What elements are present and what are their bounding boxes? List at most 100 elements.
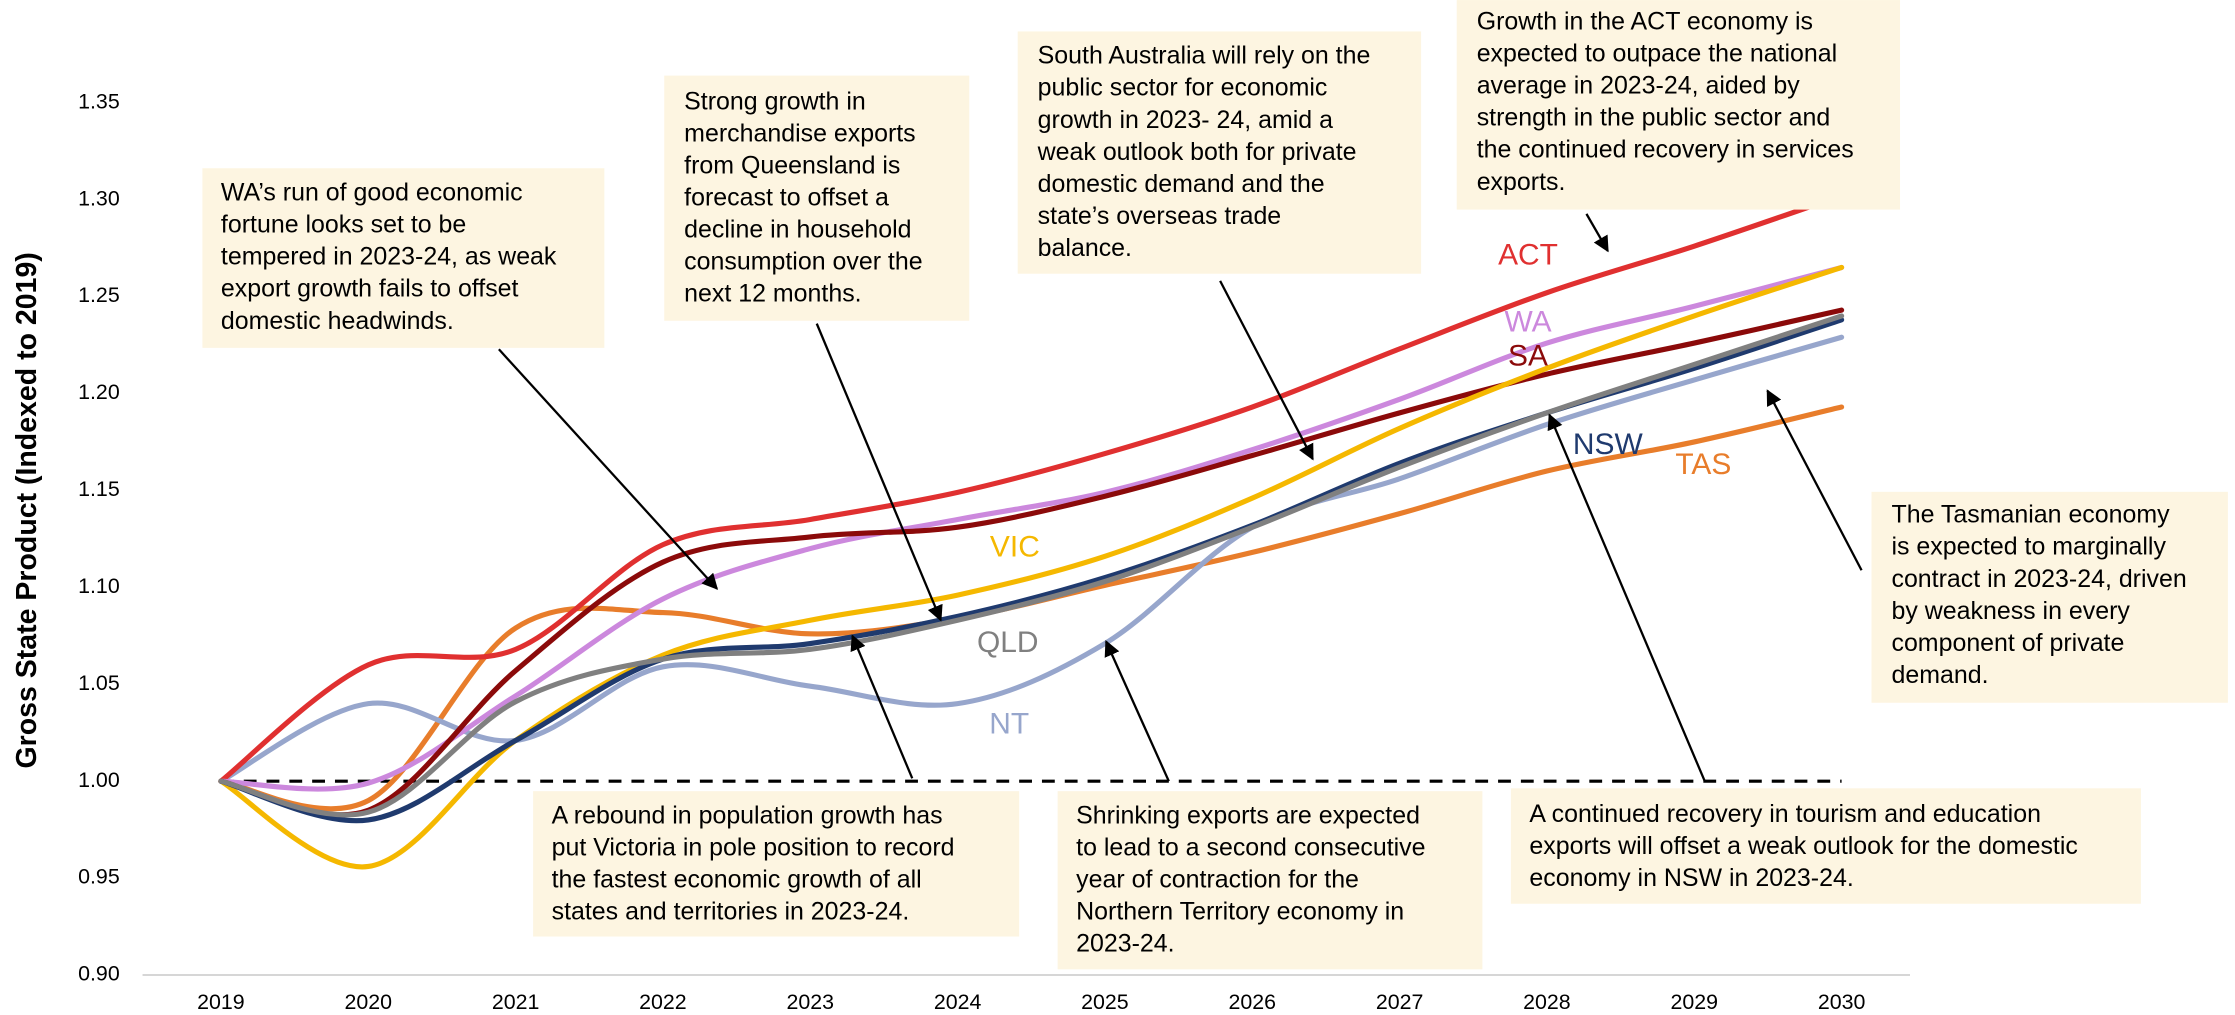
series-label: ACT — [1498, 239, 1558, 272]
annotation-text: South Australia will rely on the — [1038, 42, 1371, 70]
annotation-arrow — [498, 348, 719, 590]
annotation-box — [202, 168, 605, 348]
annotation-text: forecast to offset a — [684, 183, 889, 211]
annotation-text: consumption over the — [684, 248, 922, 276]
x-tick-label: 2025 — [1081, 990, 1129, 1014]
y-tick-label: 1.00 — [78, 768, 120, 792]
annotation-text: decline in household — [684, 216, 911, 244]
y-tick-label: 1.20 — [78, 380, 120, 404]
annotation-text: public sector for economic — [1038, 74, 1328, 102]
annotation-text: Northern Territory economy in — [1076, 898, 1404, 926]
annotation-text: state’s overseas trade — [1038, 202, 1282, 230]
annotation-box — [664, 75, 970, 321]
annotation-arrow — [1766, 389, 1863, 571]
annotation-text: export growth fails to offset — [221, 275, 519, 303]
annotation-text: balance. — [1038, 234, 1132, 262]
series-line — [218, 313, 1845, 818]
x-tick-label: 2021 — [492, 990, 540, 1014]
series-label: NT — [989, 707, 1029, 740]
series-label: VIC — [990, 531, 1040, 564]
annotation-box — [1017, 31, 1422, 274]
y-tick-label: 1.05 — [78, 671, 120, 695]
annotation: A continued recovery in tourism and educ… — [1510, 413, 2141, 904]
annotation: A rebound in population growth has put Vi… — [533, 634, 1020, 937]
series-label: WA — [1504, 306, 1551, 339]
annotation-box — [1456, 0, 1901, 210]
annotation-text: exports will offset a weak outlook for t… — [1529, 832, 2077, 860]
annotation-text: Strong growth in — [684, 87, 866, 115]
x-tick-label: 2029 — [1670, 990, 1718, 1014]
annotation-text: fortune looks set to be — [221, 211, 466, 239]
annotation-arrow — [1585, 213, 1609, 253]
annotation-text: year of contraction for the — [1076, 866, 1359, 894]
x-tick-label: 2030 — [1818, 990, 1866, 1014]
x-tick-label: 2028 — [1523, 990, 1571, 1014]
y-axis-label: Gross State Product (Indexed to 2019) — [11, 252, 43, 768]
annotation: Shrinking exports are expected to lead to… — [1057, 640, 1483, 970]
annotation-text: from Queensland is — [684, 151, 900, 179]
annotation: WA’s run of good economic fortune looks s… — [202, 168, 719, 590]
series-label: SA — [1508, 340, 1548, 373]
annotation-text: by weakness in every — [1891, 597, 2130, 625]
annotation-arrow — [815, 323, 943, 622]
annotation-arrow — [1104, 640, 1170, 782]
x-tick-label: 2022 — [639, 990, 687, 1014]
y-tick-label: 1.15 — [78, 477, 120, 501]
x-tick-label: 2026 — [1228, 990, 1276, 1014]
annotation-text: domestic headwinds. — [221, 307, 454, 335]
annotation-text: WA’s run of good economic — [221, 179, 523, 207]
annotation-text: Growth in the ACT economy is — [1477, 7, 1813, 35]
series-label: TAS — [1675, 448, 1731, 481]
series-line — [218, 404, 1845, 812]
annotation-text: the continued recovery in services — [1477, 136, 1854, 164]
annotation-text: growth in 2023- 24, amid a — [1038, 106, 1333, 134]
annotation-text: component of private — [1891, 629, 2124, 657]
annotation-text: A continued recovery in tourism and educ… — [1529, 800, 2041, 828]
y-tick-label: 1.25 — [78, 283, 120, 307]
x-tick-label: 2027 — [1376, 990, 1424, 1014]
annotation: Strong growth in merchandise exports from … — [664, 75, 970, 622]
annotation-text: Shrinking exports are expected — [1076, 801, 1420, 829]
annotation-arrow — [1219, 280, 1314, 461]
y-tick-label: 0.90 — [78, 962, 120, 986]
x-tick-label: 2024 — [934, 990, 982, 1014]
annotation-text: economy in NSW in 2023-24. — [1529, 864, 1853, 892]
annotation-text: to lead to a second consecutive — [1076, 833, 1425, 861]
annotation-box — [1510, 788, 2141, 904]
annotation-text: put Victoria in pole position to record — [552, 833, 955, 861]
x-tick-label: 2019 — [197, 990, 245, 1014]
annotation-arrow — [850, 634, 914, 779]
annotation-text: average in 2023-24, aided by — [1477, 72, 1801, 100]
annotation-arrow — [1547, 413, 1706, 782]
annotation-text: the fastest economic growth of all — [552, 866, 922, 894]
annotation-text: states and territories in 2023-24. — [552, 898, 910, 926]
annotation: South Australia will rely on the public s… — [1017, 31, 1422, 461]
series-label: QLD — [977, 626, 1039, 659]
annotation-text: 2023-24. — [1076, 930, 1174, 958]
annotation-box — [533, 791, 1020, 937]
series-label: NSW — [1573, 428, 1644, 461]
annotation-text: tempered in 2023-24, as weak — [221, 243, 557, 271]
x-tick-label: 2023 — [786, 990, 834, 1014]
annotation-text: contract in 2023-24, driven — [1891, 565, 2186, 593]
annotation: Growth in the ACT economy is expected to … — [1456, 0, 1901, 253]
annotation-text: A rebound in population growth has — [552, 801, 943, 829]
series-line — [218, 307, 1845, 818]
annotation-text: weak outlook both for private — [1037, 138, 1357, 166]
series-line — [218, 264, 1845, 870]
annotation-text: merchandise exports — [684, 119, 915, 147]
series-line — [218, 264, 1845, 792]
x-tick-label: 2020 — [344, 990, 392, 1014]
annotation-box — [1871, 491, 2228, 703]
y-tick-label: 1.30 — [78, 186, 120, 210]
annotation-text: The Tasmanian economy — [1891, 501, 2170, 529]
series-line — [218, 193, 1845, 784]
y-tick-label: 1.35 — [78, 89, 120, 113]
y-tick-label: 0.95 — [78, 865, 120, 889]
y-tick-label: 1.10 — [78, 574, 120, 598]
annotation-text: demand. — [1891, 661, 1988, 689]
annotation-text: is expected to marginally — [1891, 533, 2166, 561]
annotation-text: strength in the public sector and — [1477, 104, 1831, 132]
